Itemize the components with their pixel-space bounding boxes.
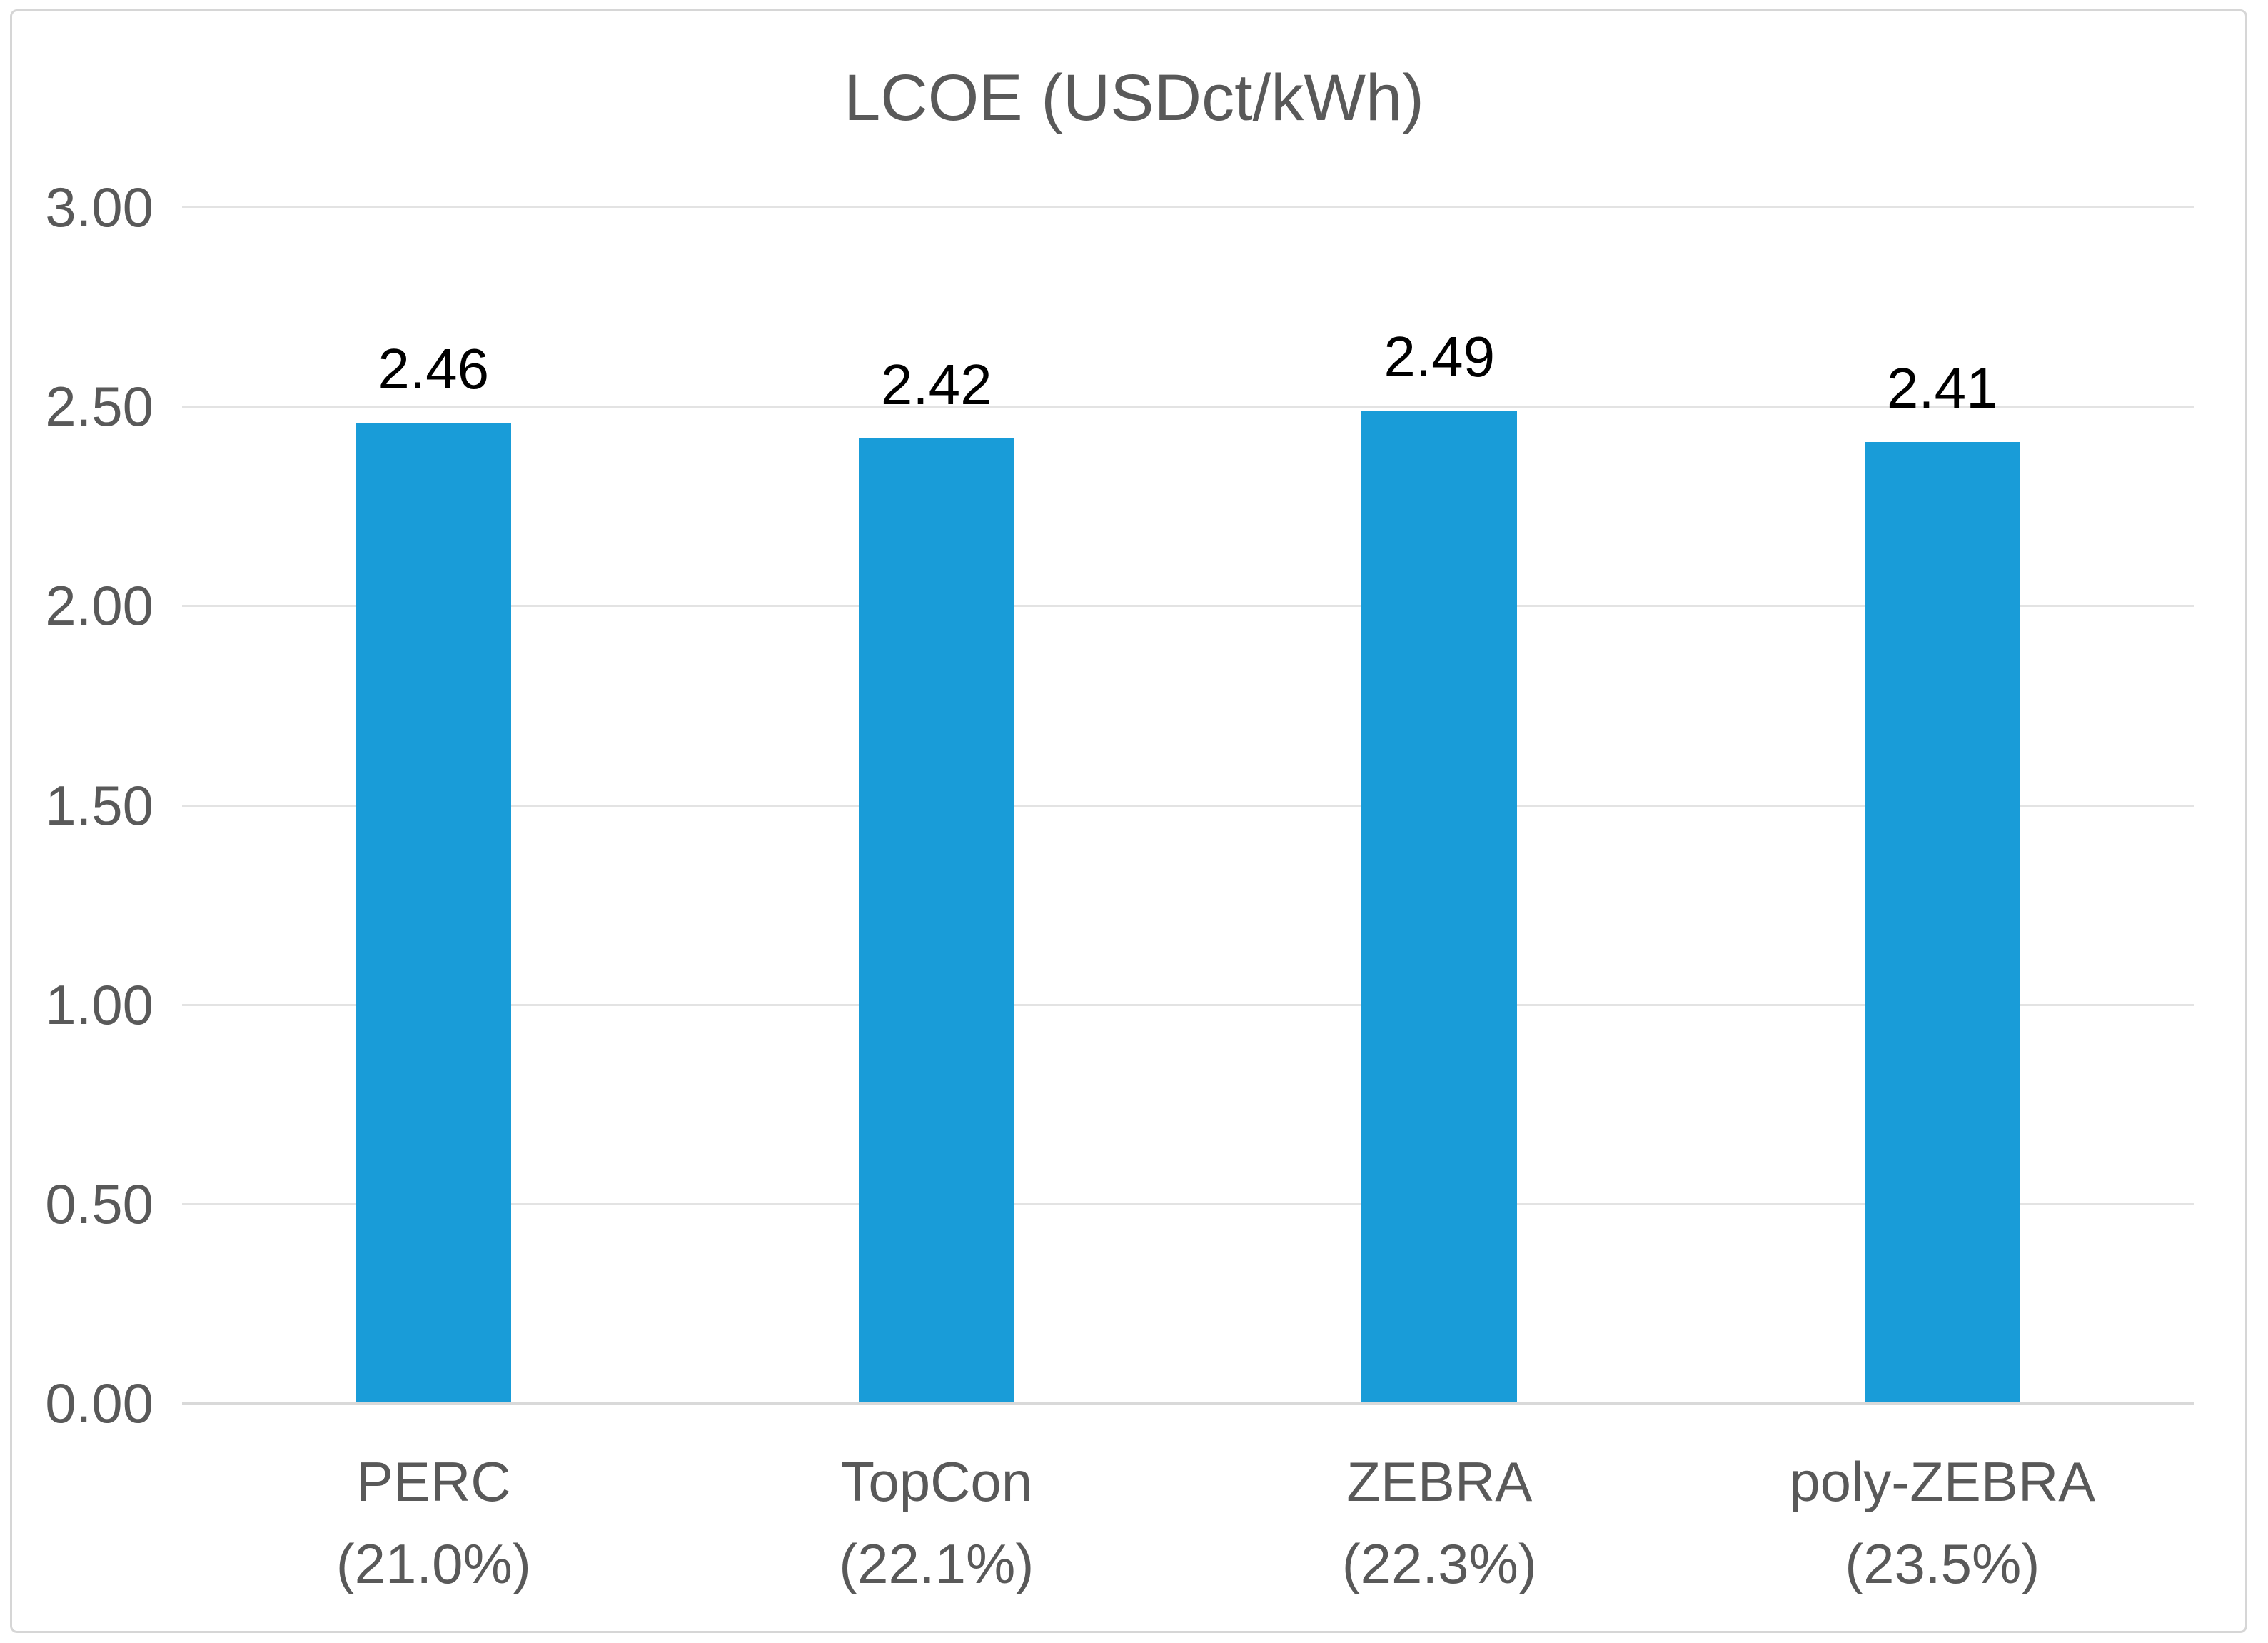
bar-value-label: 2.46	[378, 336, 490, 401]
category-sublabel: (22.3%)	[1341, 1532, 1537, 1595]
category-label: poly-ZEBRA	[1789, 1450, 2096, 1513]
y-axis-tick-label: 1.50	[45, 773, 153, 837]
y-axis-tick-label: 2.00	[45, 574, 153, 638]
bar-value-label: 2.49	[1384, 324, 1496, 388]
bar-value-label: 2.41	[1886, 356, 1998, 421]
category-label: PERC	[356, 1450, 511, 1513]
category-label: ZEBRA	[1346, 1450, 1533, 1513]
gridline	[182, 605, 2194, 608]
y-axis-tick-label: 2.50	[45, 375, 153, 438]
bar-value-label: 2.42	[880, 352, 992, 416]
category-sublabel: (21.0%)	[336, 1532, 531, 1595]
gridline	[182, 1202, 2194, 1205]
category-sublabel: (22.1%)	[839, 1532, 1034, 1595]
gridline	[182, 1003, 2194, 1006]
bar-poly-ZEBRA	[1864, 442, 2020, 1402]
bar-PERC	[356, 422, 512, 1402]
gridline	[182, 406, 2194, 408]
gridline	[182, 206, 2194, 208]
y-axis-tick-label: 0.00	[45, 1372, 153, 1435]
category-label: TopCon	[840, 1450, 1033, 1513]
y-axis-tick-label: 0.50	[45, 1172, 153, 1235]
bar-ZEBRA	[1361, 410, 1518, 1402]
y-axis-tick-label: 1.00	[45, 973, 153, 1036]
gridline	[182, 804, 2194, 807]
x-axis-line	[182, 1402, 2194, 1405]
y-axis-tick-label: 3.00	[45, 176, 153, 238]
category-sublabel: (23.5%)	[1845, 1532, 2040, 1595]
chart-title: LCOE (USDct/kWh)	[844, 61, 1424, 134]
bar-TopCon	[858, 438, 1014, 1402]
